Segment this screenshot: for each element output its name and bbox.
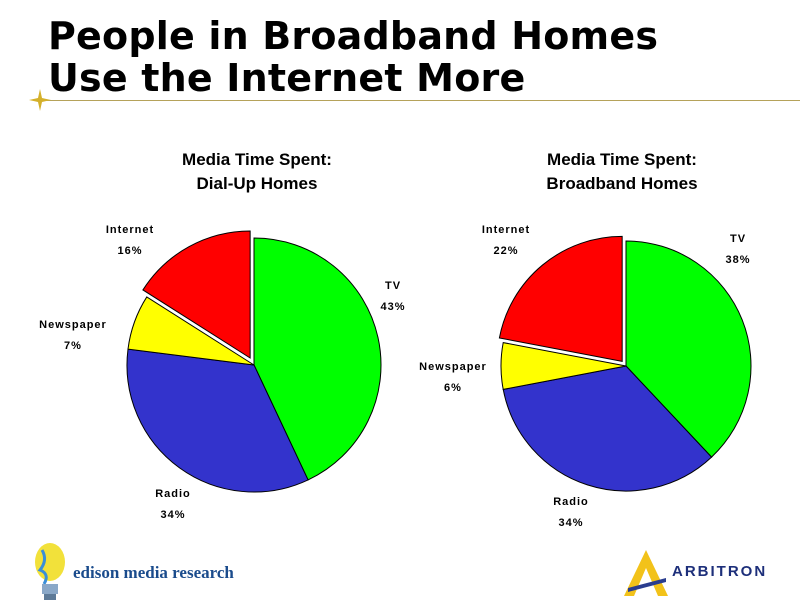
chart-2-value-tv: 38% — [725, 254, 750, 266]
sparkle-icon — [29, 89, 51, 111]
chart-1-value-tv: 43% — [380, 301, 405, 313]
chart-1-title-line1: Media Time Spent: — [182, 150, 332, 169]
chart-2-slice-newspaper — [500, 341, 627, 391]
chart-1-label-internet: Internet — [106, 224, 154, 236]
chart-1-slice-internet — [142, 230, 251, 359]
title-divider — [40, 100, 800, 101]
chart-2-value-internet: 22% — [493, 245, 518, 257]
chart-1-slice-tv — [253, 237, 382, 481]
chart-2-label-newspaper: Newspaper — [419, 361, 487, 373]
chart-2-title-line2: Broadband Homes — [546, 174, 697, 193]
chart-1-slice-newspaper — [127, 296, 255, 366]
chart-1-label-tv: TV — [385, 280, 401, 292]
chart-2-slice-tv — [625, 240, 752, 458]
chart-1-title-line2: Dial-Up Homes — [197, 174, 318, 193]
slide-title-line2: Use the Internet More — [48, 56, 526, 100]
chart-2-slice-internet — [498, 235, 623, 362]
chart-2-label-radio: Radio — [553, 496, 589, 508]
edison-logo-text: edison media research — [73, 563, 234, 582]
chart-1-value-newspaper: 7% — [64, 340, 82, 352]
chart-2-value-newspaper: 6% — [444, 382, 462, 394]
chart-1-value-internet: 16% — [117, 245, 142, 257]
chart-1-label-newspaper: Newspaper — [39, 319, 107, 331]
edison-bulb-icon — [35, 543, 65, 600]
chart-2-slice-radio — [502, 365, 713, 492]
chart-1-value-radio: 34% — [160, 509, 185, 521]
chart-2-label-internet: Internet — [482, 224, 530, 236]
chart-1-label-radio: Radio — [155, 488, 191, 500]
arbitron-logo-text: ARBITRON — [672, 563, 768, 580]
chart-1-slice-radio — [126, 348, 309, 493]
chart-2-value-radio: 34% — [558, 517, 583, 529]
slide-title-line1: People in Broadband Homes — [48, 14, 659, 58]
arbitron-logo-icon — [624, 550, 668, 596]
chart-2-label-tv: TV — [730, 233, 746, 245]
chart-2-title-line1: Media Time Spent: — [547, 150, 697, 169]
slide-title: People in Broadband Homes Use the Intern… — [48, 15, 658, 99]
